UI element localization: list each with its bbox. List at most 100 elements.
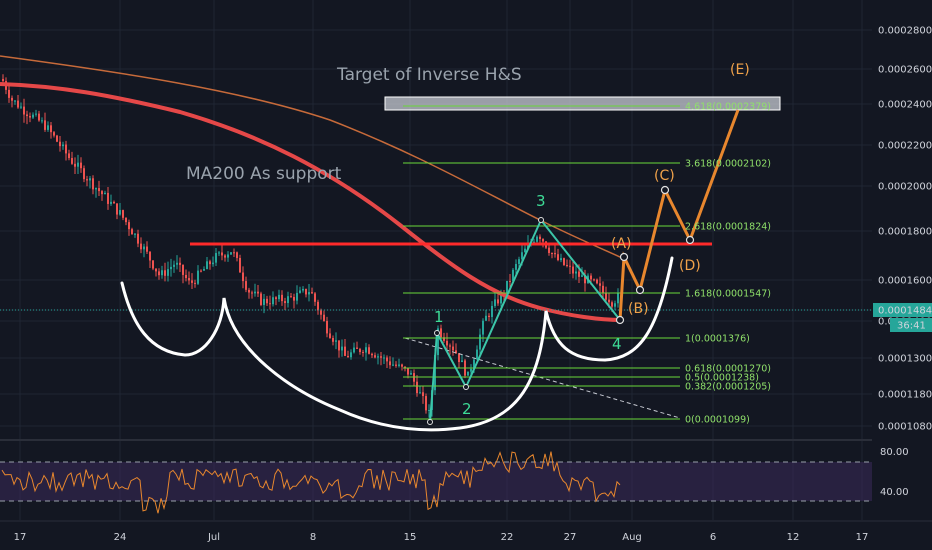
candle-body — [548, 247, 550, 253]
candle-body — [62, 144, 64, 147]
fib-level-label: 4.618(0.0002379) — [685, 102, 771, 113]
price-tick-label: 0.0001800 — [878, 227, 932, 238]
candle-body — [122, 210, 124, 218]
ma200-annotation: MA200 As support — [186, 164, 342, 184]
fib-level-label: 2.618(0.0001824) — [685, 222, 771, 233]
impulse-wave-label: 2 — [462, 400, 472, 418]
candle-body — [134, 233, 136, 235]
fib-level-label: 1(0.0001376) — [685, 334, 750, 345]
candle-body — [116, 203, 118, 215]
trend-line — [404, 337, 681, 419]
candle-body — [434, 355, 436, 391]
price-tick-label: 0.0001180 — [878, 390, 932, 401]
wave-point — [538, 217, 544, 223]
candle-body — [410, 373, 412, 375]
candle-body — [281, 294, 283, 302]
candle-body — [542, 238, 544, 242]
candle-body — [584, 275, 586, 284]
oscillator-axis-bg — [872, 440, 932, 520]
candle-body — [443, 337, 445, 341]
candle-body — [317, 301, 319, 311]
time-axis[interactable]: 17 24 Jul 8 15 22 27 Aug 6 12 17 — [0, 520, 932, 543]
candle-body — [17, 100, 19, 108]
candle-body — [476, 349, 478, 360]
time-tick-label: 8 — [310, 532, 316, 543]
countdown-tag — [890, 318, 932, 332]
candle-body — [602, 285, 604, 293]
candle-body — [461, 360, 463, 363]
price-tick-label: 0.0002600 — [878, 65, 932, 76]
candle-body — [167, 269, 169, 276]
candle-body — [146, 246, 148, 252]
candle-body — [35, 113, 37, 115]
candle-body — [551, 252, 553, 254]
oscillator-line — [1, 451, 621, 514]
candle-body — [560, 258, 562, 261]
candle-body — [353, 347, 355, 353]
abc-wave-label: (C) — [654, 168, 675, 184]
candle-body — [272, 297, 274, 305]
candle-body — [347, 355, 349, 358]
candle-body — [125, 217, 127, 223]
candle-body — [344, 346, 346, 356]
candle-body — [155, 268, 157, 272]
oscillator-tick-label: 40.00 — [880, 487, 909, 498]
candle-body — [194, 282, 196, 284]
candle-body — [47, 125, 49, 130]
oscillator-tick-label: 80.00 — [880, 447, 909, 458]
candle-body — [74, 163, 76, 167]
candle-body — [377, 356, 379, 358]
candle-body — [152, 260, 154, 269]
candle-body — [41, 120, 43, 122]
drawings — [0, 96, 872, 432]
candle-body — [479, 334, 481, 350]
candle-body — [563, 258, 565, 265]
candle-body — [284, 301, 286, 304]
candle-body — [422, 392, 424, 397]
candle-body — [293, 296, 295, 301]
candle-body — [533, 241, 535, 243]
candle-body — [611, 302, 613, 307]
candle-body — [389, 361, 391, 366]
candle-body — [161, 270, 163, 276]
candle-body — [149, 251, 151, 261]
candle-body — [2, 78, 4, 82]
candle-body — [212, 262, 214, 265]
impulse-wave-label: 4 — [612, 335, 622, 353]
abc-wave-label: (E) — [730, 62, 750, 78]
abc-wave-label: (D) — [679, 258, 701, 274]
candle-body — [572, 266, 574, 274]
candle-body — [386, 357, 388, 362]
candle-body — [575, 271, 577, 274]
candle-body — [482, 320, 484, 335]
price-axis[interactable]: 0.0002800 0.0002600 0.0002400 0.0002200 0.00… — [872, 0, 932, 440]
oscillator-band — [0, 462, 872, 501]
abc-wave-label: (A) — [611, 236, 632, 252]
fib-level-label: 3.618(0.0002102) — [685, 159, 771, 170]
countdown-label: 36:41 — [897, 321, 926, 332]
candle-body — [467, 371, 469, 376]
candle-body — [407, 367, 409, 375]
candle-body — [158, 271, 160, 276]
candle-body — [71, 158, 73, 164]
time-tick-label: Aug — [622, 532, 642, 543]
candle-body — [83, 168, 85, 180]
candle-body — [395, 364, 397, 366]
candle-body — [221, 252, 223, 256]
candle-body — [68, 153, 70, 159]
candle-body — [53, 132, 55, 136]
candle-body — [578, 271, 580, 277]
candle-body — [323, 314, 325, 321]
candle-body — [131, 229, 133, 235]
candle-body — [263, 298, 265, 305]
candle-body — [524, 248, 526, 253]
candle-body — [605, 292, 607, 300]
candle-body — [287, 296, 289, 304]
candle-body — [275, 297, 277, 300]
candle-body — [566, 264, 568, 266]
candle-body — [593, 279, 595, 281]
candle-body — [383, 357, 385, 359]
wave-point — [427, 419, 433, 425]
abc-wave-label: (B) — [628, 301, 649, 317]
